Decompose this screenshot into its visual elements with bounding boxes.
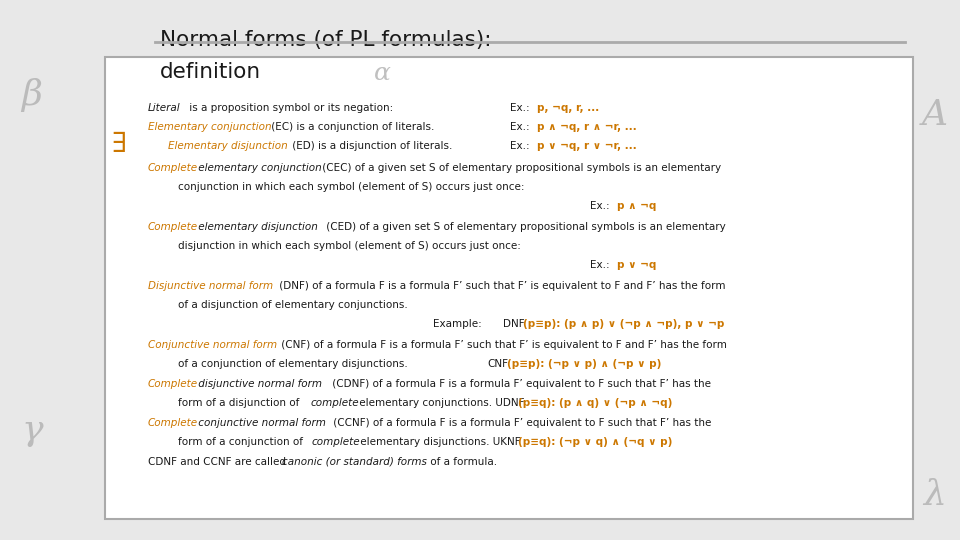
Text: is a proposition symbol or its negation:: is a proposition symbol or its negation: bbox=[186, 103, 394, 113]
Text: elementary disjunction: elementary disjunction bbox=[195, 222, 318, 232]
Text: Disjunctive normal form: Disjunctive normal form bbox=[148, 281, 274, 291]
Bar bbox=[105, 57, 913, 519]
Text: (CED) of a given set S of elementary propositional symbols is an elementary: (CED) of a given set S of elementary pro… bbox=[323, 222, 726, 232]
Text: λ: λ bbox=[924, 478, 947, 512]
Text: (CDNF) of a formula F is a formula F’ equivalent to F such that F’ has the: (CDNF) of a formula F is a formula F’ eq… bbox=[329, 379, 711, 389]
Text: conjunctive normal form: conjunctive normal form bbox=[195, 418, 325, 428]
Text: definition: definition bbox=[160, 62, 261, 82]
Text: Complete: Complete bbox=[148, 163, 198, 173]
Text: Elementary conjunction: Elementary conjunction bbox=[148, 122, 272, 132]
Text: CDNF and CCNF are called: CDNF and CCNF are called bbox=[148, 457, 289, 467]
Text: (ED) is a disjunction of literals.: (ED) is a disjunction of literals. bbox=[289, 141, 452, 151]
Text: (p≡q): (p ∧ q) ∨ (¬p ∧ ¬q): (p≡q): (p ∧ q) ∨ (¬p ∧ ¬q) bbox=[518, 398, 672, 408]
Text: of a disjunction of elementary conjunctions.: of a disjunction of elementary conjuncti… bbox=[178, 300, 408, 310]
Text: form of a disjunction of: form of a disjunction of bbox=[178, 398, 302, 408]
Text: Ex.:: Ex.: bbox=[510, 141, 533, 151]
Text: conjunction in which each symbol (element of S) occurs just once:: conjunction in which each symbol (elemen… bbox=[178, 182, 524, 192]
Text: (CNF) of a formula F is a formula F’ such that F’ is equivalent to F and F’ has : (CNF) of a formula F is a formula F’ suc… bbox=[278, 340, 727, 350]
Text: β: β bbox=[21, 78, 42, 112]
Text: (CEC) of a given set S of elementary propositional symbols is an elementary: (CEC) of a given set S of elementary pro… bbox=[319, 163, 721, 173]
Text: Ex.:: Ex.: bbox=[510, 103, 533, 113]
Text: Ex.:: Ex.: bbox=[590, 201, 612, 211]
Text: p ∧ ¬q, r ∧ ¬r, ...: p ∧ ¬q, r ∧ ¬r, ... bbox=[537, 122, 636, 132]
Text: p ∧ ¬q: p ∧ ¬q bbox=[617, 201, 657, 211]
Text: Conjunctive normal form: Conjunctive normal form bbox=[148, 340, 277, 350]
Text: disjunctive normal form: disjunctive normal form bbox=[195, 379, 322, 389]
Text: Literal: Literal bbox=[148, 103, 180, 113]
Text: p ∨ ¬q, r ∨ ¬r, ...: p ∨ ¬q, r ∨ ¬r, ... bbox=[537, 141, 636, 151]
Text: Complete: Complete bbox=[148, 222, 198, 232]
Text: (EC) is a conjunction of literals.: (EC) is a conjunction of literals. bbox=[268, 122, 434, 132]
Text: (p≡p): (p ∧ p) ∨ (¬p ∧ ¬p), p ∨ ¬p: (p≡p): (p ∧ p) ∨ (¬p ∧ ¬p), p ∨ ¬p bbox=[523, 319, 725, 329]
Text: (p≡p): (¬p ∨ p) ∧ (¬p ∨ p): (p≡p): (¬p ∨ p) ∧ (¬p ∨ p) bbox=[507, 359, 661, 369]
Text: Complete: Complete bbox=[148, 379, 198, 389]
Text: Complete: Complete bbox=[148, 418, 198, 428]
Text: CNF: CNF bbox=[487, 359, 508, 369]
Text: elementary disjunctions. UKNF: elementary disjunctions. UKNF bbox=[357, 437, 520, 447]
Text: A: A bbox=[922, 98, 948, 132]
Text: (CCNF) of a formula F is a formula F’ equivalent to F such that F’ has the: (CCNF) of a formula F is a formula F’ eq… bbox=[330, 418, 711, 428]
Text: α: α bbox=[373, 62, 391, 84]
Text: elementary conjunction: elementary conjunction bbox=[195, 163, 322, 173]
Text: complete: complete bbox=[311, 398, 360, 408]
Text: (p≡q): (¬p ∨ q) ∧ (¬q ∨ p): (p≡q): (¬p ∨ q) ∧ (¬q ∨ p) bbox=[518, 437, 672, 447]
Text: Normal forms (of PL formulas):: Normal forms (of PL formulas): bbox=[160, 30, 492, 50]
Text: elementary conjunctions. UDNF: elementary conjunctions. UDNF bbox=[356, 398, 524, 408]
Text: Ex.:: Ex.: bbox=[590, 260, 612, 270]
Text: form of a conjunction of: form of a conjunction of bbox=[178, 437, 306, 447]
Text: of a conjunction of elementary disjunctions.: of a conjunction of elementary disjuncti… bbox=[178, 359, 408, 369]
Text: γ: γ bbox=[21, 413, 43, 447]
Text: Ex.:: Ex.: bbox=[510, 122, 533, 132]
Text: p ∨ ¬q: p ∨ ¬q bbox=[617, 260, 657, 270]
Text: p, ¬q, r, ...: p, ¬q, r, ... bbox=[537, 103, 599, 113]
Text: ∃: ∃ bbox=[111, 132, 127, 159]
Text: Example:: Example: bbox=[433, 319, 482, 329]
Text: complete: complete bbox=[312, 437, 361, 447]
Text: (DNF) of a formula F is a formula F’ such that F’ is equivalent to F and F’ has : (DNF) of a formula F is a formula F’ suc… bbox=[276, 281, 726, 291]
Text: canonic (or standard) forms: canonic (or standard) forms bbox=[282, 457, 427, 467]
Text: disjunction in which each symbol (element of S) occurs just once:: disjunction in which each symbol (elemen… bbox=[178, 241, 521, 251]
Text: Elementary disjunction: Elementary disjunction bbox=[168, 141, 288, 151]
Text: of a formula.: of a formula. bbox=[427, 457, 497, 467]
Text: DNF: DNF bbox=[503, 319, 524, 329]
